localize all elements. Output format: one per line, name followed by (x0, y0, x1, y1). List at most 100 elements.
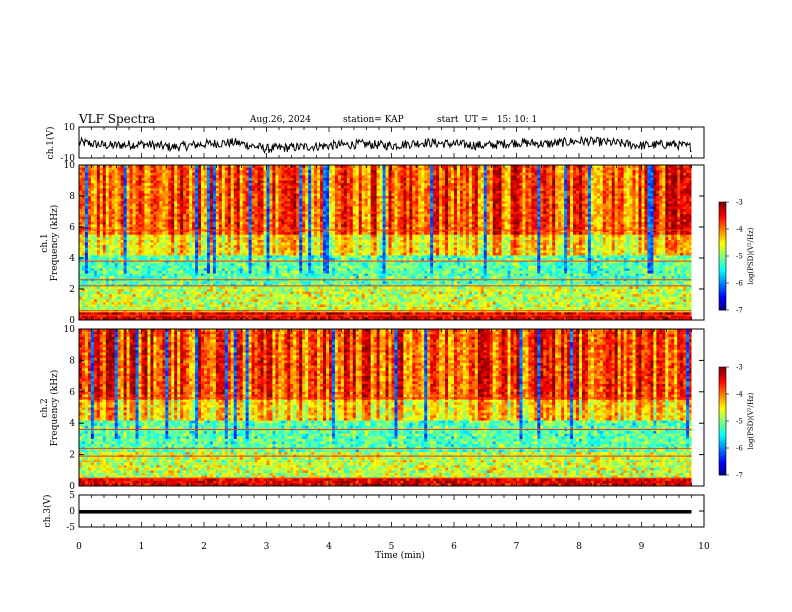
spectrogram-cell (204, 299, 208, 303)
spectrogram-cell (165, 255, 169, 259)
spectrogram-cell (206, 188, 211, 192)
spectrogram-cell (165, 268, 169, 272)
spectrogram-cell (227, 242, 232, 246)
spectrogram-cell (96, 239, 101, 243)
spectrogram-cell (138, 314, 142, 318)
spectrogram-cell (317, 206, 321, 210)
spectrogram-cell (284, 193, 288, 197)
spectrogram-cell (239, 296, 244, 300)
spectrogram-cell (296, 314, 300, 318)
spectrogram-cell (99, 265, 104, 269)
spectrogram-cell (245, 252, 250, 256)
spectrogram-cell (135, 216, 139, 220)
spectrogram-cell (263, 196, 267, 199)
spectrogram-cell (120, 234, 125, 238)
spectrogram-cell (186, 203, 190, 207)
spectrogram-cell (156, 307, 160, 311)
spectrogram-cell (236, 258, 241, 261)
spectrogram-cell (233, 247, 238, 251)
spectrogram-cell (209, 317, 214, 321)
spectrogram-cell (224, 198, 229, 202)
spectrogram-cell (212, 255, 217, 259)
spectrogram-cell (93, 234, 98, 238)
spectrogram-cell (156, 201, 160, 205)
spectrogram-cell (251, 172, 255, 176)
spectrogram-cell (135, 289, 139, 292)
spectrogram-cell (105, 263, 110, 267)
spectrogram-cell (114, 201, 119, 205)
spectrogram-cell (209, 276, 214, 280)
spectrogram-cell (126, 227, 130, 230)
spectrogram-cell (275, 180, 279, 184)
spectrogram-cell (233, 219, 238, 223)
spectrogram-cell (93, 211, 98, 215)
spectrogram-cell (153, 216, 157, 220)
spectrogram-cell (239, 307, 244, 311)
spectrogram-cell (293, 281, 297, 285)
spectrogram-cell (138, 185, 142, 189)
spectrogram-cell (218, 250, 223, 254)
spectrogram-cell (239, 314, 244, 318)
spectrogram-cell (84, 165, 89, 168)
spectrogram-cell (227, 201, 232, 205)
spectrogram-cell (317, 296, 321, 300)
spectrogram-cell (156, 237, 160, 241)
spectrogram-cell (320, 177, 324, 181)
spectrogram-cell (105, 239, 110, 243)
spectrogram-cell (290, 177, 294, 181)
spectrogram-cell (290, 270, 294, 274)
spectrogram-cell (239, 224, 244, 228)
spectrogram-cell (206, 281, 211, 285)
spectrogram-cell (248, 273, 253, 277)
spectrogram-cell (302, 214, 306, 218)
spectrogram-cell (201, 242, 205, 246)
spectrogram-cell (99, 245, 104, 249)
spectrogram-cell (201, 193, 205, 197)
spectrogram-cell (245, 258, 250, 261)
spectrogram-cell (272, 265, 276, 269)
spectrogram-cell (177, 255, 181, 259)
spectrogram-cell (102, 263, 107, 267)
spectrogram-cell (144, 167, 148, 171)
spectrogram-cell (189, 165, 193, 168)
spectrogram-cell (129, 258, 133, 261)
spectrogram-cell (305, 304, 309, 308)
spectrogram-cell (224, 273, 229, 277)
spectrogram-cell (254, 227, 258, 230)
spectrogram-cell (120, 201, 125, 205)
spectrogram-cell (236, 229, 241, 233)
spectrogram-cell (132, 294, 136, 298)
spectrogram-cell (221, 221, 226, 225)
spectrogram-cell (159, 242, 163, 246)
spectrogram-cell (236, 276, 241, 280)
spectrogram-cell (248, 167, 253, 171)
spectrogram-cell (206, 245, 211, 249)
spectrogram-cell (233, 294, 238, 298)
spectrogram-cell (260, 258, 264, 261)
spectrogram-cell (302, 314, 306, 318)
spectrogram-cell (218, 296, 223, 300)
spectrogram-cell (84, 242, 89, 246)
spectrogram-cell (186, 208, 190, 212)
spectrogram-cell (281, 242, 285, 246)
spectrogram-cell (299, 188, 303, 192)
spectrogram-cell (177, 237, 181, 241)
spectrogram-cell (248, 229, 253, 233)
spectrogram-cell (84, 203, 89, 207)
spectrogram-cell (317, 196, 321, 199)
spectrogram-cell (126, 206, 130, 210)
spectrogram-cell (272, 237, 276, 241)
spectrogram-cell (153, 286, 157, 290)
spectrogram-cell (248, 224, 253, 228)
spectrogram-cell (90, 239, 95, 243)
spectrogram-cell (269, 252, 273, 256)
spectrogram-cell (189, 206, 193, 210)
spectrogram-cell (239, 294, 244, 298)
spectrogram-cell (209, 196, 214, 199)
spectrogram-cell (260, 276, 264, 280)
spectrogram-cell (162, 170, 166, 174)
spectrogram-cell (257, 250, 261, 254)
spectrogram-cell (320, 276, 324, 280)
spectrogram-cell (204, 242, 208, 246)
spectrogram-cell (198, 270, 202, 274)
